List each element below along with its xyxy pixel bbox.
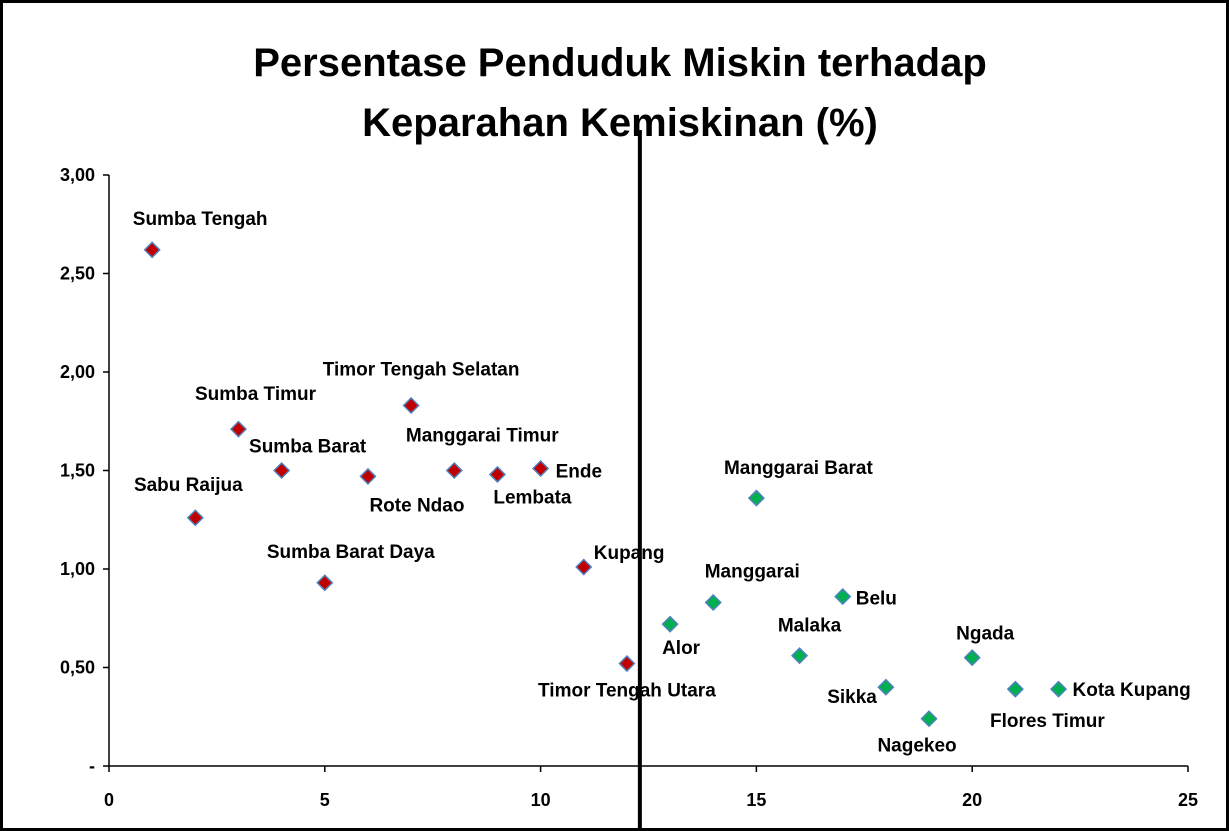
scatter-point (273, 461, 291, 480)
point-label: Rote Ndao (369, 495, 464, 516)
y-tick-label: 1,00 (60, 559, 95, 579)
point-label: Manggarai Timur (406, 426, 559, 447)
x-tick-label: 5 (320, 790, 330, 810)
scatter-point (877, 678, 895, 696)
point-label: Alor (662, 638, 701, 659)
scatter-point (575, 558, 593, 576)
scatter-point (445, 461, 463, 480)
scatter-point (143, 241, 161, 259)
point-label: Timor Tengah Selatan (323, 359, 520, 380)
point-label: Lembata (493, 487, 572, 508)
scatter-point (316, 574, 334, 592)
point-label: Belu (856, 589, 897, 610)
y-tick-label: 2,50 (60, 264, 95, 284)
scatter-point (488, 465, 507, 484)
point-label: Flores Timur (990, 711, 1105, 732)
y-tick-label: 2,00 (60, 362, 95, 382)
scatter-point (920, 710, 938, 728)
scatter-point (834, 588, 852, 606)
scatter-point (704, 593, 722, 612)
point-label: Kota Kupang (1073, 680, 1191, 701)
y-tick-label: - (89, 756, 95, 776)
point-label: Sabu Raijua (134, 475, 243, 496)
scatter-point (661, 615, 679, 633)
point-label: Timor Tengah Utara (538, 681, 716, 702)
scatter-point (747, 489, 765, 507)
scatter-point (1006, 680, 1024, 698)
point-label: Manggarai Barat (724, 458, 874, 479)
scatter-point (532, 459, 550, 478)
point-label: Nagekeo (877, 736, 956, 757)
point-label: Ende (556, 462, 602, 483)
point-label: Sumba Timur (195, 384, 317, 405)
scatter-point (790, 647, 809, 665)
x-tick-label: 15 (746, 790, 766, 810)
x-tick-label: 25 (1178, 790, 1198, 810)
scatter-point (618, 654, 636, 673)
point-label: Malaka (778, 616, 842, 637)
scatter-point (402, 396, 420, 415)
x-tick-label: 0 (104, 790, 114, 810)
y-tick-label: 0,50 (60, 658, 95, 678)
chart-title: Persentase Penduduk Miskin terhadap (253, 41, 987, 85)
x-tick-label: 10 (531, 790, 551, 810)
scatter-point (963, 649, 981, 667)
point-label: Sumba Barat Daya (267, 542, 435, 563)
y-tick-label: 3,00 (60, 165, 95, 185)
point-label: Kupang (594, 543, 665, 564)
y-tick-label: 1,50 (60, 461, 95, 481)
point-label: Sumba Tengah (133, 209, 268, 230)
scatter-point (229, 420, 248, 438)
x-tick-label: 20 (962, 790, 982, 810)
point-label: Ngada (956, 624, 1015, 645)
chart-title: Keparahan Kemiskinan (%) (362, 101, 878, 145)
point-label: Sikka (827, 687, 877, 708)
scatter-point (1049, 680, 1068, 698)
scatter-point (359, 467, 377, 485)
scatter-point (186, 509, 204, 527)
point-label: Manggarai (705, 561, 800, 582)
point-label: Sumba Barat (249, 437, 367, 458)
